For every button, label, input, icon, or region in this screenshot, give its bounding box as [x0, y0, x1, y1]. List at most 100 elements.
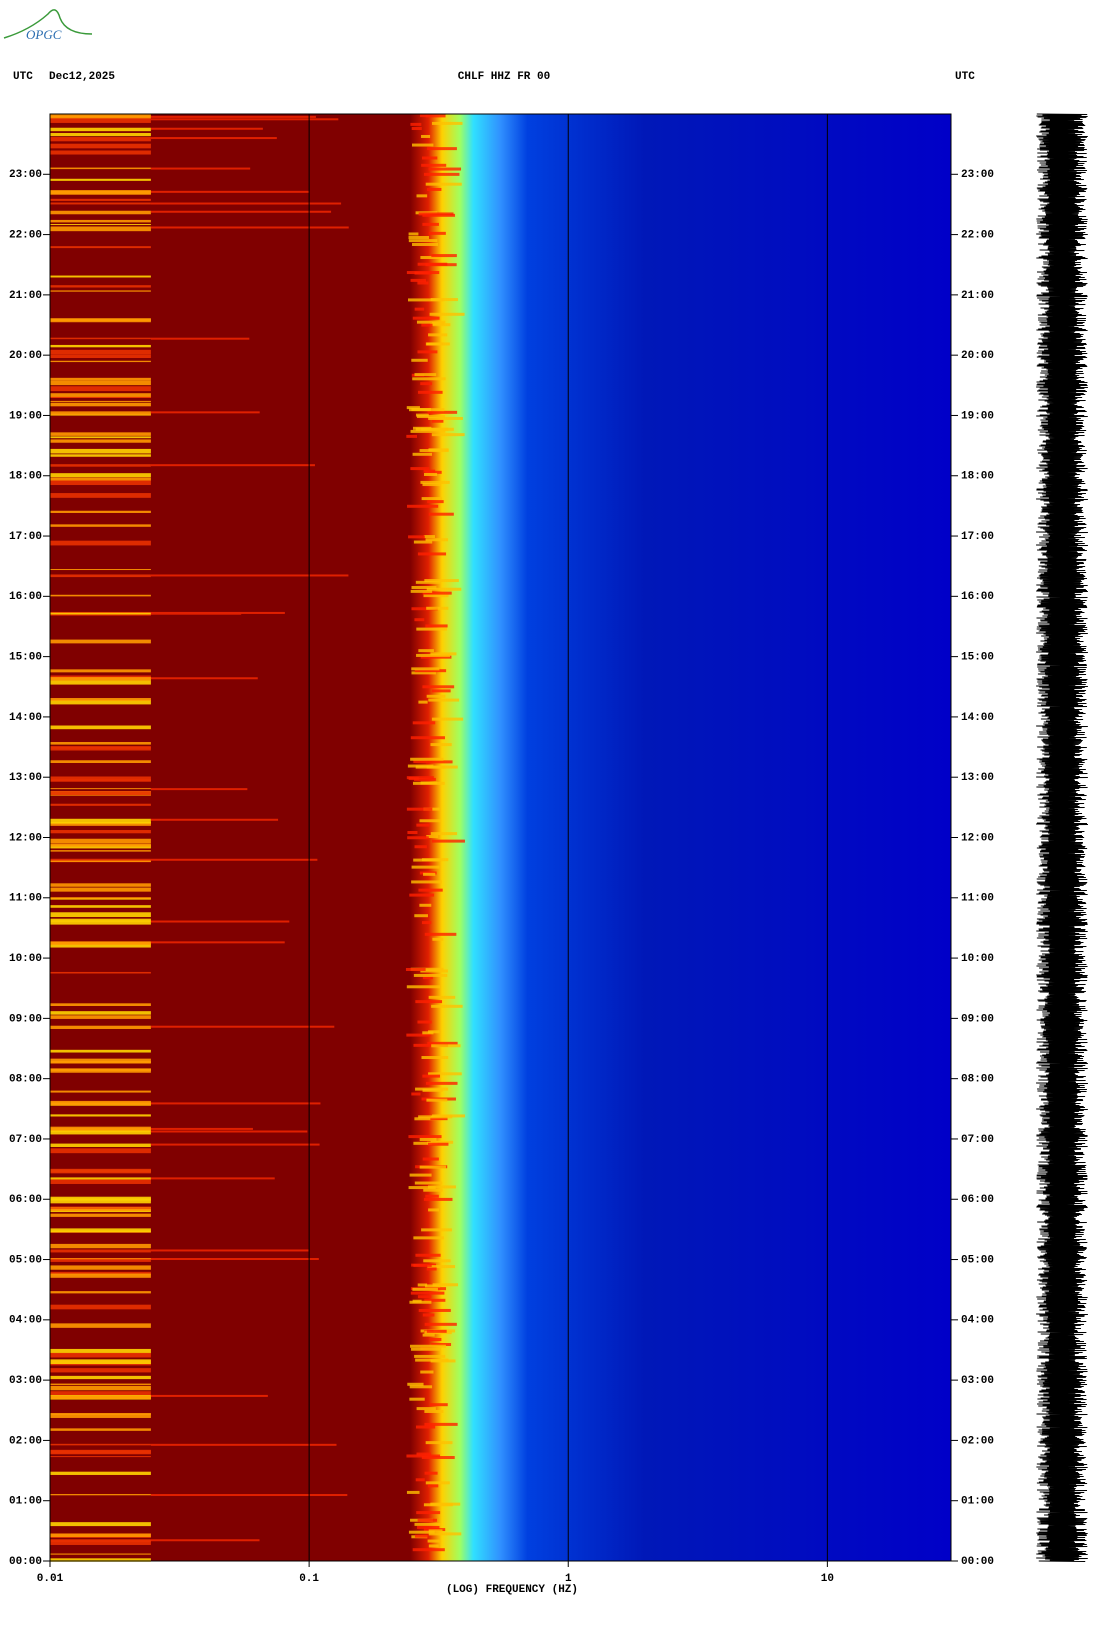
spectrogram-stripe: [50, 918, 151, 922]
spectrogram-stripe: [50, 1291, 151, 1294]
spectrogram-stripe: [410, 429, 446, 433]
spectrogram-stripe: [50, 912, 151, 918]
spectrogram-stripe: [424, 1322, 457, 1326]
spectrogram-stripe: [427, 1185, 456, 1189]
y-tick-label: 22:00: [961, 229, 994, 241]
spectrogram-stripe: [425, 624, 448, 628]
spectrogram-stripe: [412, 143, 434, 147]
y-tick-label: 06:00: [961, 1194, 994, 1206]
spectrogram-stripe: [418, 212, 454, 216]
spectrogram-stripe: [428, 167, 462, 171]
spectrogram-stripe: [412, 452, 433, 456]
y-tick-label: 10:00: [9, 953, 42, 965]
spectrogram-stripe: [411, 585, 437, 589]
spectrogram-stripe: [50, 905, 151, 908]
spectrogram-stripe: [426, 1329, 447, 1333]
spectrogram-stripe: [431, 419, 444, 423]
spectrogram-stripe: [418, 649, 434, 653]
spectrogram-stripe: [50, 1375, 151, 1380]
spectrogram-stripe: [50, 198, 151, 201]
spectrogram-stripe: [407, 1382, 424, 1386]
y-tick-label: 21:00: [9, 290, 42, 302]
spectrogram-stripe: [50, 411, 151, 415]
spectrogram-stripe: [409, 1385, 433, 1389]
spectrogram-stripe: [422, 1157, 439, 1161]
spectrogram-stripe: [426, 760, 453, 764]
spectrogram-stripe: [50, 464, 151, 467]
spectrogram-stripe: [413, 1141, 433, 1145]
spectrogram-stripe: [427, 410, 458, 414]
spectrogram-stripe: [428, 1072, 462, 1076]
spectrogram-stripe: [431, 839, 465, 843]
spectrogram-stripe: [424, 932, 457, 936]
spectrogram-stripe: [424, 1298, 446, 1302]
spectrogram-stripe: [50, 574, 151, 578]
spectrogram-stripe: [150, 1539, 260, 1542]
spectrogram-stripe: [150, 612, 242, 615]
y-tick-label: 09:00: [9, 1013, 42, 1025]
y-tick-label: 05:00: [961, 1254, 994, 1266]
spectrogram-stripe: [50, 1143, 151, 1147]
spectrogram-stripe: [50, 1553, 151, 1555]
spectrogram-stripe: [50, 275, 151, 278]
spectrogram-stripe: [406, 434, 418, 438]
spectrogram-stripe: [50, 393, 151, 398]
spectrogram-stripe: [50, 1522, 151, 1527]
spectrogram-stripe: [412, 1287, 438, 1291]
spectrogram-stripe: [425, 1081, 458, 1085]
y-tick-label: 00:00: [9, 1556, 42, 1568]
y-tick-label: 11:00: [961, 893, 994, 905]
spectrogram-stripe: [50, 1148, 151, 1154]
spectrogram-stripe: [50, 377, 151, 381]
y-tick-label: 06:00: [9, 1194, 42, 1206]
spectrogram-stripe: [50, 883, 151, 887]
y-tick-label: 23:00: [961, 169, 994, 181]
spectrogram-stripe: [412, 316, 440, 320]
spectrogram-stripe: [421, 921, 432, 925]
spectrogram-stripe: [150, 1130, 308, 1133]
y-tick-label: 17:00: [961, 531, 994, 543]
spectrogram-stripe: [50, 788, 151, 790]
spectrogram-stripe: [431, 1004, 463, 1008]
spectrogram-stripe: [50, 1558, 151, 1562]
spectrogram-stripe: [50, 1391, 151, 1396]
y-tick-label: 16:00: [9, 591, 42, 603]
spectrogram-stripe: [424, 1284, 441, 1288]
spectrogram-stripe: [416, 194, 428, 198]
spectrogram-stripe: [425, 263, 457, 267]
spectrogram-stripe: [413, 858, 440, 862]
spectrogram-stripe: [425, 470, 442, 474]
spectrogram-stripe: [50, 1395, 151, 1399]
spectrogram-stripe: [411, 880, 442, 884]
spectrogram-stripe: [150, 920, 290, 923]
spectrogram-stripe: [50, 677, 151, 679]
spectrogram-stripe: [428, 995, 456, 999]
spectrogram-stripe: [422, 591, 452, 595]
spectrogram-stripe: [426, 694, 446, 698]
y-tick-label: 04:00: [961, 1315, 994, 1327]
spectrogram-stripe: [425, 1194, 439, 1198]
spectrogram-stripe: [50, 1368, 151, 1373]
spectrogram-stripe: [431, 433, 465, 437]
spectrogram-stripe: [428, 231, 446, 235]
spectrogram-stripe: [416, 823, 430, 827]
spectrogram-stripe: [50, 818, 151, 824]
spectrogram-stripe: [408, 1186, 436, 1190]
spectrogram-stripe: [411, 408, 432, 412]
spectrogram-stripe: [407, 764, 434, 768]
spectrogram-stripe: [424, 1422, 458, 1426]
spectrogram-stripe: [410, 467, 430, 471]
spectrogram-stripe: [50, 202, 151, 205]
spectrogram-stripe: [409, 893, 435, 897]
spectrogram-stripe: [150, 1443, 337, 1446]
spectrogram-stripe: [50, 669, 151, 673]
spectrogram-stripe: [150, 190, 310, 193]
spectrogram-stripe: [50, 1249, 151, 1253]
spectrogram-stripe: [50, 493, 151, 498]
spectrogram-stripe: [50, 1348, 151, 1354]
spectrogram-stripe: [412, 1548, 445, 1552]
spectrogram-stripe: [427, 500, 444, 504]
spectrogram-stripe: [50, 132, 151, 137]
spectrogram-stripe: [430, 1140, 454, 1144]
spectrogram-stripe: [50, 290, 151, 292]
